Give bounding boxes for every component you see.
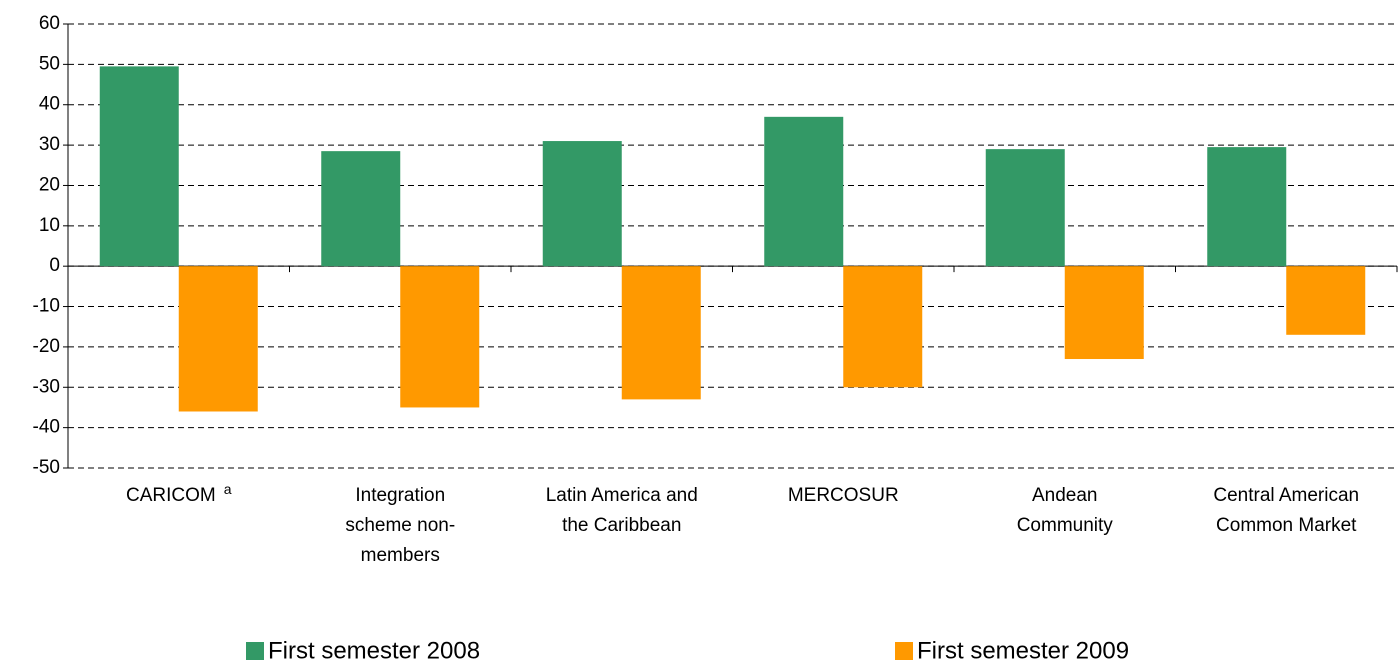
x-tick-label-line: members [361, 545, 440, 566]
x-tick-label: Common Market [1216, 515, 1357, 536]
x-tick-label: Central American [1213, 485, 1359, 506]
bar [985, 149, 1065, 267]
y-tick-label: 30 [39, 134, 60, 155]
x-tick-label: Latin America and [546, 485, 698, 506]
x-tick-label-line: Central American [1213, 485, 1359, 506]
x-tick-label: MERCOSUR [788, 485, 899, 506]
x-tick-label-line: Integration [355, 485, 445, 506]
bar [321, 151, 401, 267]
y-tick-label: -20 [33, 336, 60, 357]
bar [1286, 266, 1366, 335]
bar [843, 266, 923, 388]
y-tick-label: 60 [39, 13, 60, 34]
x-tick-label-line: Andean [1032, 485, 1098, 506]
bar [1207, 147, 1287, 267]
x-tick-label-line: Latin America and [546, 485, 698, 506]
x-tick-label: Community [1017, 515, 1114, 536]
x-tick-label: Integration [355, 485, 445, 506]
x-tick-label: the Caribbean [562, 515, 681, 536]
x-tick-label-line: CARICOM [126, 485, 216, 506]
x-tick-label: CARICOM a [126, 481, 232, 506]
x-tick-label-line: the Caribbean [562, 515, 681, 536]
legend-swatch [246, 642, 264, 660]
y-tick-label: 20 [39, 174, 60, 195]
x-tick-label-line: Community [1017, 515, 1114, 536]
y-tick-label: -30 [33, 376, 60, 397]
legend-label: First semester 2008 [268, 637, 480, 664]
x-tick-label-line: scheme non- [345, 515, 455, 536]
y-tick-label: -40 [33, 417, 60, 438]
y-tick-label: -50 [33, 457, 60, 478]
bar [764, 116, 844, 267]
y-tick-label: 0 [49, 255, 60, 276]
bar [621, 266, 701, 400]
bar [99, 66, 179, 267]
x-tick-label: members [361, 545, 440, 566]
y-tick-label: -10 [33, 296, 60, 317]
bar [400, 266, 480, 408]
bar [1064, 266, 1144, 360]
x-tick-label-line: MERCOSUR [788, 485, 899, 506]
x-tick-label: scheme non- [345, 515, 455, 536]
y-tick-label: 40 [39, 94, 60, 115]
legend-label: First semester 2009 [917, 637, 1129, 664]
superscript: a [224, 481, 232, 497]
legend-swatch [895, 642, 913, 660]
y-tick-label: 10 [39, 215, 60, 236]
x-tick-label-line: Common Market [1216, 515, 1357, 536]
y-tick-label: 50 [39, 53, 60, 74]
x-tick-label: Andean [1032, 485, 1098, 506]
bar [542, 141, 622, 267]
bar [178, 266, 258, 412]
